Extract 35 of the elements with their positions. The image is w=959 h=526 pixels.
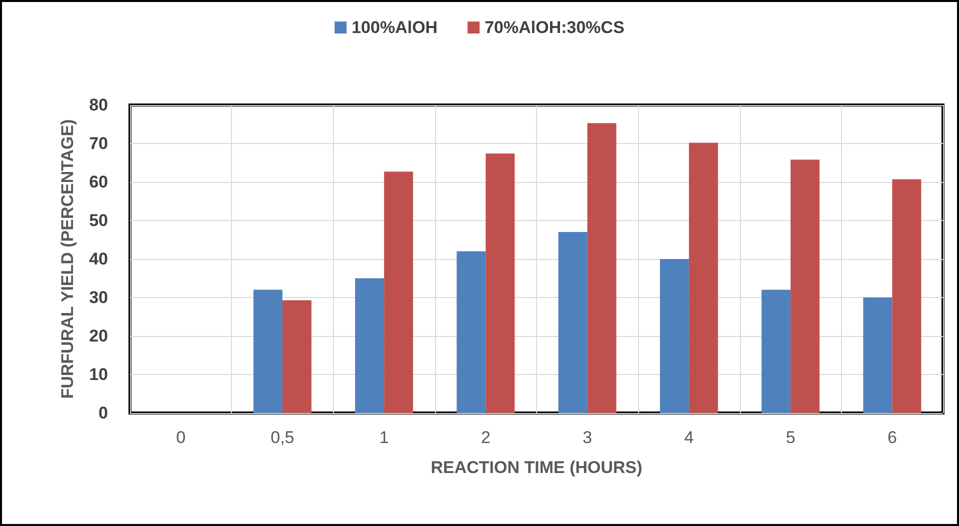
x-tick-label: 2 <box>480 428 490 447</box>
bar <box>456 251 486 413</box>
y-tick-label: 80 <box>89 96 108 114</box>
bar <box>892 179 922 413</box>
y-tick-label: 70 <box>89 134 108 153</box>
x-axis-title: REACTION TIME (HOURS) <box>430 458 642 477</box>
bar <box>790 160 820 413</box>
bar <box>558 232 588 413</box>
y-tick-label: 50 <box>89 211 108 230</box>
legend-label: 70%AlOH:30%CS <box>484 18 624 37</box>
bar <box>486 154 515 413</box>
bar <box>355 278 384 413</box>
bar <box>587 123 616 413</box>
x-tick-label: 1 <box>379 428 389 447</box>
bar <box>660 259 689 413</box>
x-tick-label: 3 <box>582 428 592 447</box>
bar <box>762 290 791 413</box>
x-tick-label: 4 <box>684 428 694 447</box>
bar <box>688 142 718 413</box>
y-tick-label: 10 <box>89 365 108 384</box>
bar <box>863 298 892 413</box>
x-tick-label: 0,5 <box>270 428 294 447</box>
y-tick-label: 20 <box>89 326 108 346</box>
y-tick-label: 40 <box>89 250 108 268</box>
legend-label: 100%AlOH <box>352 18 438 37</box>
x-tick-label: 6 <box>887 428 897 447</box>
bar <box>282 300 312 413</box>
bar <box>384 172 414 413</box>
bar <box>253 290 282 413</box>
y-axis-title: FURFURAL YIELD (PERCENTAGE) <box>58 119 77 399</box>
x-tick-label: 5 <box>786 428 796 447</box>
y-tick-label: 0 <box>98 404 108 422</box>
y-tick-label: 30 <box>89 288 108 307</box>
x-tick-label: 0 <box>176 428 186 447</box>
y-tick-label: 60 <box>89 172 108 192</box>
